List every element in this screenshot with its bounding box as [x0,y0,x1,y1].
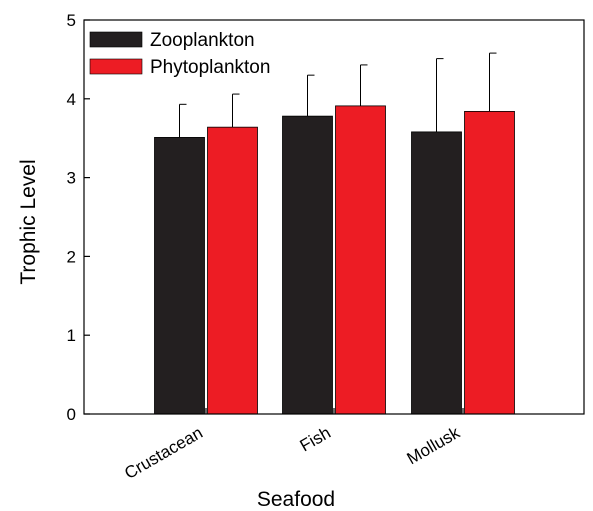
y-tick-label: 3 [67,169,76,188]
y-tick-label: 4 [67,90,76,109]
legend-swatch-zooplankton [89,31,143,48]
bar-phytoplankton-fish [335,105,386,415]
x-tick-label-mollusk: Mollusk [404,423,464,469]
y-tick-label: 2 [67,247,76,266]
x-tick-label-crustacean: Crustacean [121,423,206,483]
y-tick-label: 0 [67,405,76,424]
bar-zooplankton-fish [282,115,333,415]
bar-zooplankton-mollusk [411,131,462,415]
x-tick-label-fish: Fish [297,423,334,456]
legend-label-zooplankton: Zooplankton [150,30,255,51]
legend-label-phytoplankton: Phytoplankton [150,57,270,78]
bar-zooplankton-crustacean [154,137,205,415]
x-axis-title: Seafood [257,488,335,511]
y-tick-label: 5 [67,11,76,30]
y-axis-title: Trophic Level [17,159,40,284]
legend-swatch-phytoplankton [89,58,143,75]
bar-phytoplankton-crustacean [207,126,258,415]
bar-phytoplankton-mollusk [464,111,515,415]
legend: Zooplankton Phytoplankton [89,30,270,78]
bars-layer [154,52,515,415]
y-tick-label: 1 [67,326,76,345]
